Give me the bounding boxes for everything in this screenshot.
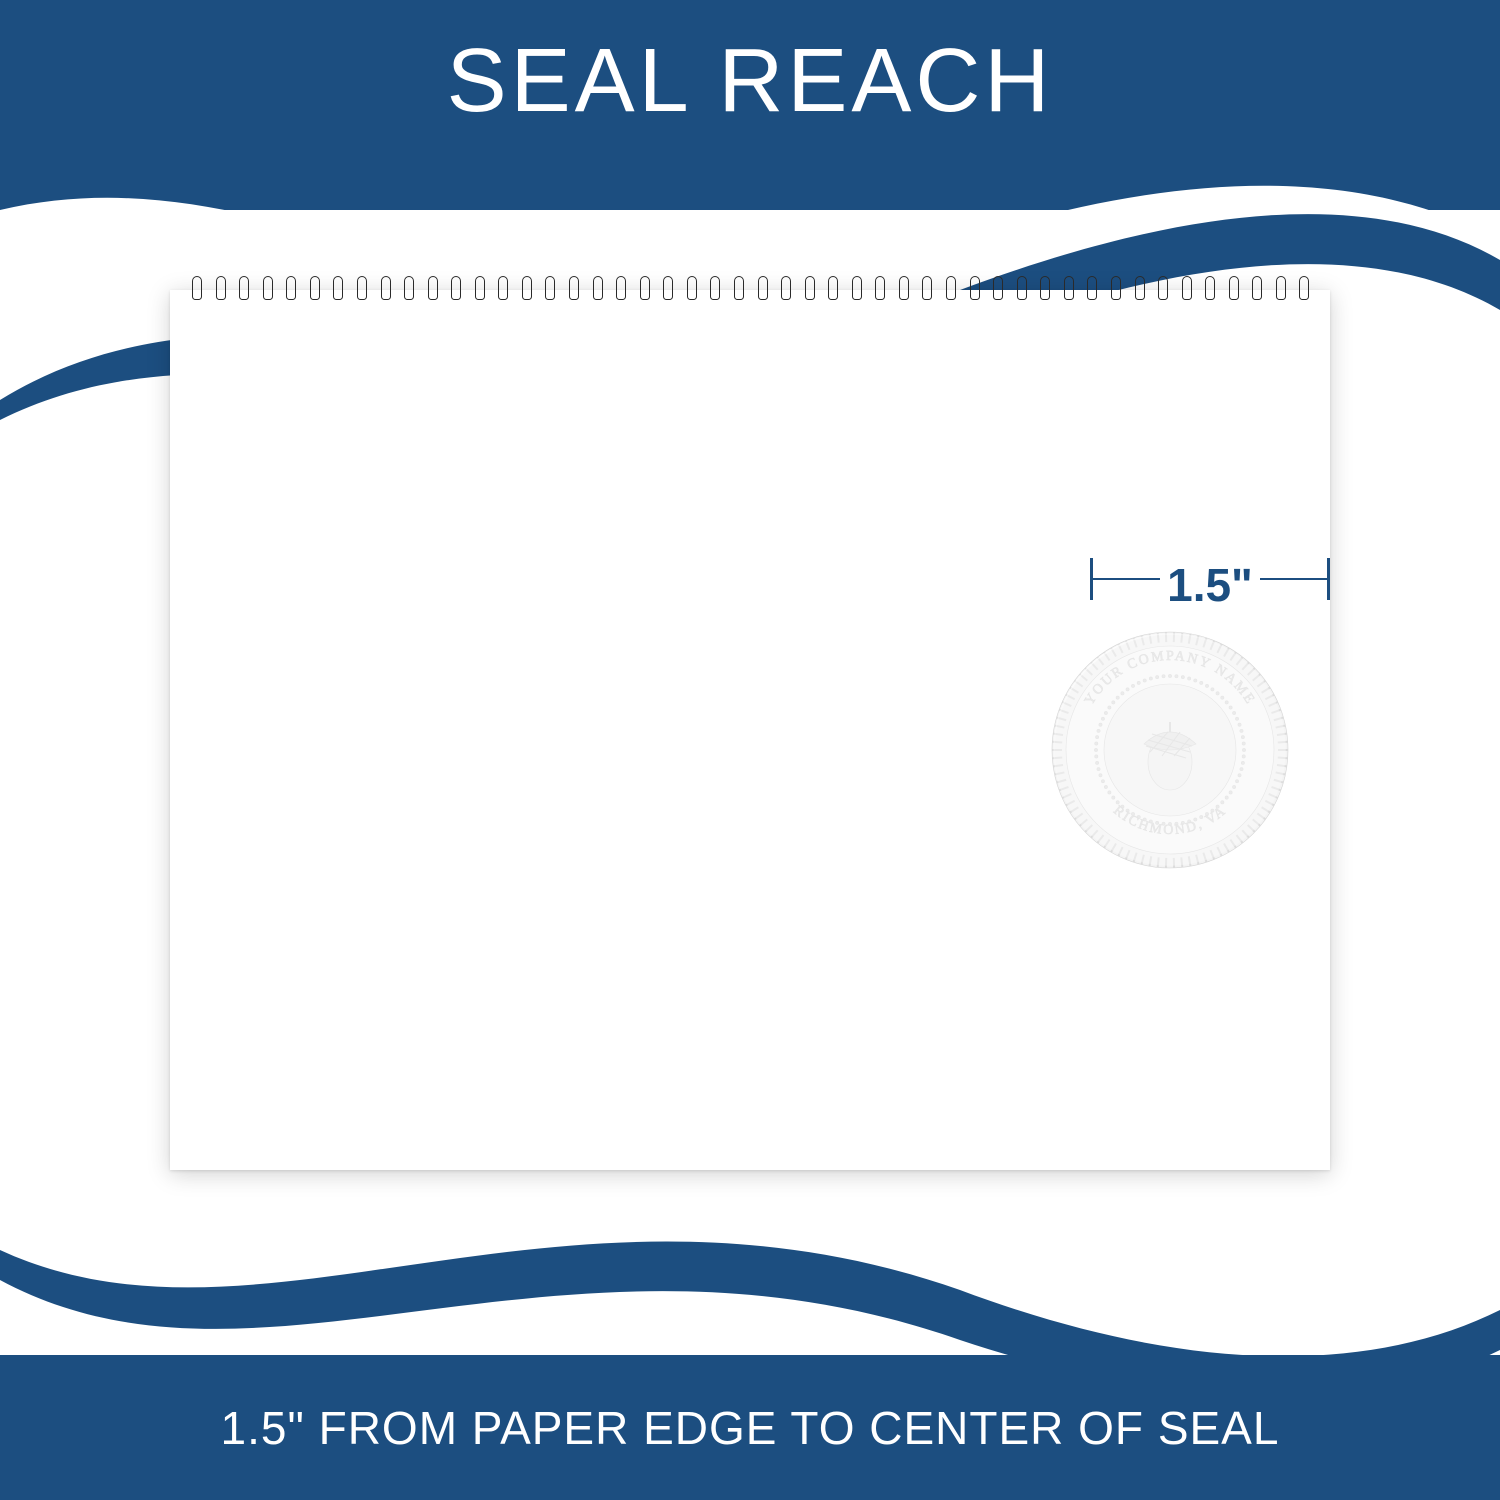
spiral-ring bbox=[991, 276, 1003, 304]
spiral-ring bbox=[1062, 276, 1074, 304]
spiral-ring bbox=[379, 276, 391, 304]
spiral-ring bbox=[402, 276, 414, 304]
spiral-ring bbox=[473, 276, 485, 304]
spiral-ring bbox=[261, 276, 273, 304]
spiral-ring bbox=[803, 276, 815, 304]
embossed-seal: YOUR COMPANY NAME RICHMOND, VA bbox=[1040, 620, 1300, 880]
spiral-ring bbox=[1038, 276, 1050, 304]
spiral-ring bbox=[237, 276, 249, 304]
reach-measurement: 1.5" bbox=[1090, 550, 1330, 610]
spiral-ring bbox=[1133, 276, 1145, 304]
spiral-ring bbox=[1109, 276, 1121, 304]
spiral-ring bbox=[873, 276, 885, 304]
spiral-ring bbox=[944, 276, 956, 304]
spiral-ring bbox=[355, 276, 367, 304]
spiral-ring bbox=[850, 276, 862, 304]
infographic-frame: SEAL REACH 1.5" bbox=[0, 0, 1500, 1500]
spiral-ring bbox=[520, 276, 532, 304]
spiral-ring bbox=[897, 276, 909, 304]
spiral-ring bbox=[968, 276, 980, 304]
spiral-ring bbox=[920, 276, 932, 304]
spiral-ring bbox=[756, 276, 768, 304]
spiral-binding bbox=[190, 276, 1310, 306]
spiral-ring bbox=[826, 276, 838, 304]
measure-label: 1.5" bbox=[1160, 558, 1260, 612]
spiral-ring bbox=[567, 276, 579, 304]
spiral-ring bbox=[449, 276, 461, 304]
spiral-ring bbox=[779, 276, 791, 304]
spiral-ring bbox=[1015, 276, 1027, 304]
spiral-ring bbox=[284, 276, 296, 304]
spiral-ring bbox=[1156, 276, 1168, 304]
spiral-ring bbox=[308, 276, 320, 304]
footer-band: 1.5" FROM PAPER EDGE TO CENTER OF SEAL bbox=[0, 1355, 1500, 1500]
spiral-ring bbox=[426, 276, 438, 304]
spiral-ring bbox=[1274, 276, 1286, 304]
spiral-ring bbox=[214, 276, 226, 304]
page-title: SEAL REACH bbox=[0, 30, 1500, 133]
spiral-ring bbox=[638, 276, 650, 304]
spiral-ring bbox=[496, 276, 508, 304]
spiral-ring bbox=[614, 276, 626, 304]
spiral-ring bbox=[543, 276, 555, 304]
spiral-ring bbox=[190, 276, 202, 304]
spiral-ring bbox=[732, 276, 744, 304]
spiral-ring bbox=[1203, 276, 1215, 304]
spiral-ring bbox=[708, 276, 720, 304]
spiral-ring bbox=[1085, 276, 1097, 304]
spiral-ring bbox=[661, 276, 673, 304]
spiral-ring bbox=[685, 276, 697, 304]
spiral-ring bbox=[1180, 276, 1192, 304]
footer-text: 1.5" FROM PAPER EDGE TO CENTER OF SEAL bbox=[221, 1401, 1280, 1455]
spiral-ring bbox=[331, 276, 343, 304]
spiral-ring bbox=[1297, 276, 1309, 304]
spiral-ring bbox=[1227, 276, 1239, 304]
spiral-ring bbox=[591, 276, 603, 304]
spiral-ring bbox=[1250, 276, 1262, 304]
